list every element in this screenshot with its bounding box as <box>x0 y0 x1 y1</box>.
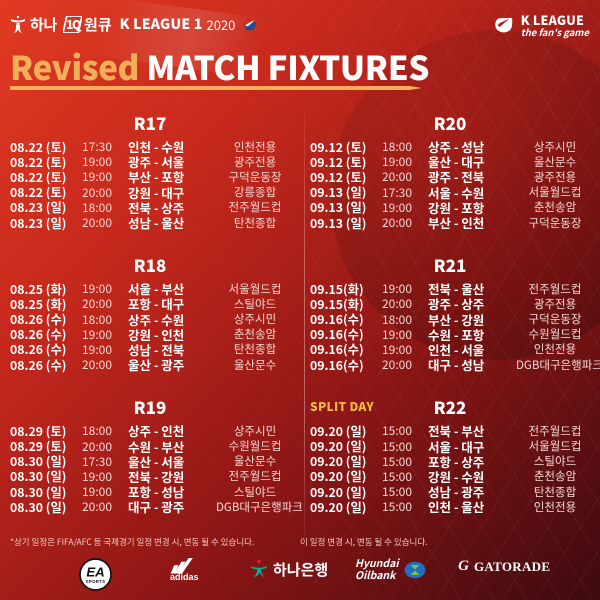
svg-text:SPORTS: SPORTS <box>86 579 106 584</box>
svg-text:adidas: adidas <box>170 572 199 582</box>
svg-text:EA: EA <box>86 564 104 579</box>
